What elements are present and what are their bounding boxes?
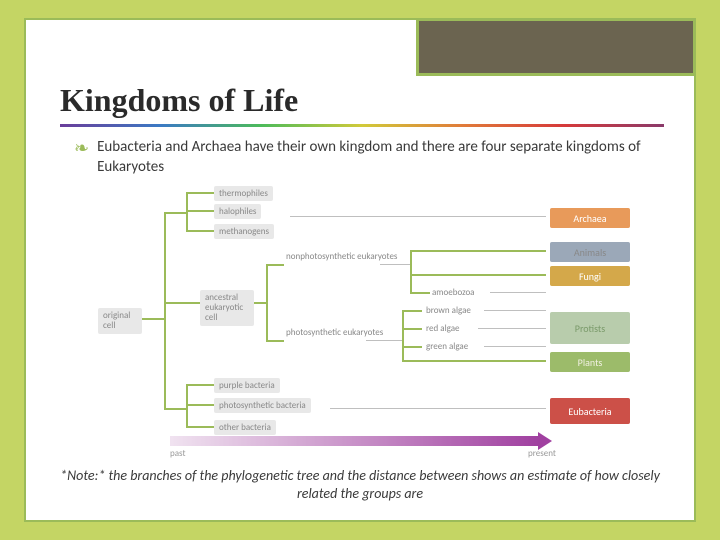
- tree-line: [410, 274, 546, 276]
- tree-line: [186, 426, 214, 428]
- kingdom-plants-box: Plants: [550, 352, 630, 372]
- branch-label: halophiles: [214, 204, 261, 219]
- mid-right-label: red algae: [426, 323, 460, 334]
- tree-line: [164, 212, 186, 214]
- tree-line: [410, 250, 546, 252]
- footnote: *Note:* the branches of the phylogenetic…: [60, 467, 660, 502]
- branch-label: methanogens: [214, 224, 274, 239]
- branch-label: thermophiles: [214, 186, 273, 201]
- kingdom-protists-box: Protists: [550, 312, 630, 344]
- ancestral-cell-box: ancestral eukaryotic cell: [200, 290, 254, 326]
- bullet-row: ❧ Eubacteria and Archaea have their own …: [74, 138, 660, 177]
- tree-line: [402, 346, 422, 348]
- tree-connector: [490, 292, 546, 293]
- arrow-label-past: past: [170, 448, 185, 459]
- tree-line: [186, 384, 214, 386]
- branch-label: nonphotosynthetic eukaryotes: [286, 252, 376, 262]
- tree-line: [254, 302, 266, 304]
- tree-line: [402, 310, 404, 362]
- kingdom-animals-box: Animals: [550, 242, 630, 262]
- tree-line: [186, 192, 214, 194]
- tree-line: [186, 210, 214, 212]
- tree-line: [164, 302, 200, 304]
- tree-line: [186, 192, 188, 232]
- branch-label: photosynthetic bacteria: [214, 398, 311, 413]
- mid-right-label: amoebozoa: [432, 287, 475, 298]
- tree-connector: [380, 264, 410, 265]
- branch-label: photosynthetic eukaryotes: [286, 328, 376, 338]
- time-arrow: [170, 436, 540, 446]
- tree-line: [142, 318, 164, 320]
- tree-line: [266, 264, 284, 266]
- tree-connector: [366, 340, 402, 341]
- tree-line: [186, 404, 214, 406]
- tree-connector: [290, 216, 546, 217]
- mid-right-label: brown algae: [426, 305, 471, 316]
- tree-line: [164, 408, 186, 410]
- tree-connector: [484, 310, 546, 311]
- kingdom-eubacteria-box: Eubacteria: [550, 398, 630, 424]
- tree-line: [186, 230, 214, 232]
- arrow-label-present: present: [528, 448, 556, 459]
- kingdom-archaea-box: Archaea: [550, 208, 630, 228]
- title-underline: [60, 124, 664, 127]
- slide-title: Kingdoms of Life: [60, 82, 298, 119]
- tree-connector: [330, 408, 546, 409]
- tree-connector: [478, 328, 546, 329]
- tree-line: [266, 340, 284, 342]
- phylogenetic-tree-diagram: original cell thermophiles halophiles me…: [110, 184, 630, 458]
- kingdom-fungi-box: Fungi: [550, 266, 630, 286]
- tree-line: [164, 212, 166, 410]
- branch-label: other bacteria: [214, 420, 276, 435]
- slide-frame: Kingdoms of Life ❧ Eubacteria and Archae…: [24, 18, 696, 522]
- tree-line: [186, 384, 188, 428]
- branch-label: purple bacteria: [214, 378, 280, 393]
- origin-cell-box: original cell: [98, 308, 142, 334]
- tree-connector: [484, 346, 546, 347]
- bullet-text: Eubacteria and Archaea have their own ki…: [97, 138, 660, 177]
- header-decoration-box: [416, 18, 696, 76]
- tree-line: [402, 328, 422, 330]
- tree-line: [402, 360, 546, 362]
- tree-line: [402, 310, 422, 312]
- bullet-icon: ❧: [74, 138, 89, 160]
- tree-line: [410, 292, 430, 294]
- tree-line: [266, 264, 268, 342]
- tree-line: [410, 250, 412, 294]
- mid-right-label: green algae: [426, 341, 468, 352]
